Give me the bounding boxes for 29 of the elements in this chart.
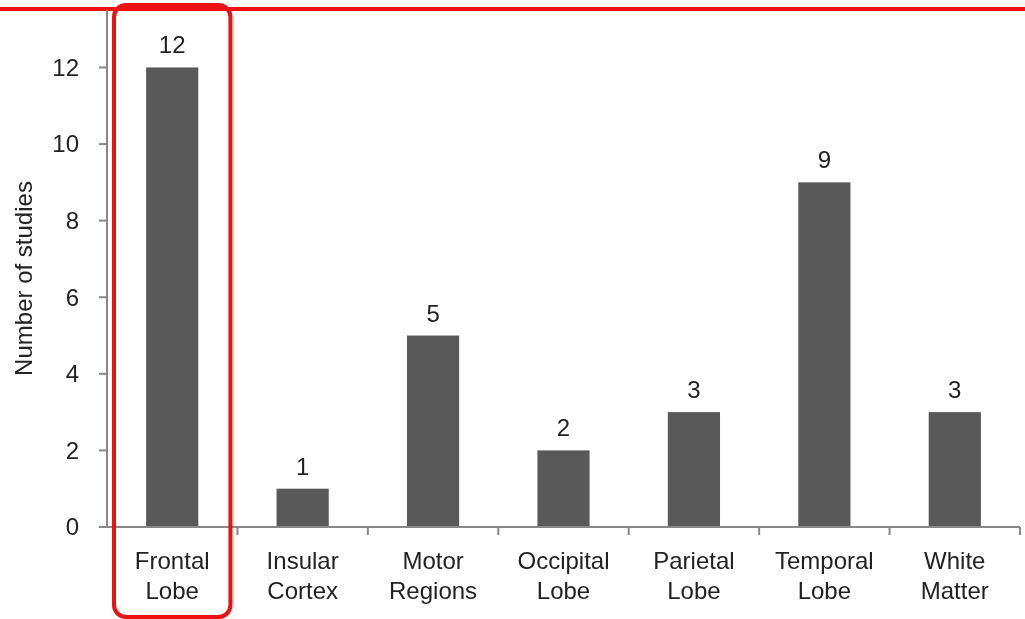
data-label: 3 (687, 376, 701, 404)
data-label: 1 (295, 452, 310, 480)
bar (146, 67, 199, 527)
bar (928, 412, 981, 527)
y-tick-label: 12 (52, 53, 79, 81)
x-tick-label: Occipital Lobe (517, 547, 610, 604)
x-tick-label: Parietal Lobe (653, 547, 735, 604)
y-tick-label: 2 (65, 436, 79, 464)
x-tick-label: Insular Cortex (266, 547, 339, 604)
data-label: 12 (158, 31, 186, 59)
x-tick-label: Temporal Lobe (775, 547, 874, 604)
y-tick-label: 0 (65, 513, 79, 541)
bar (406, 335, 460, 527)
data-label: 3 (948, 376, 962, 404)
data-label: 5 (426, 299, 440, 327)
bar (798, 182, 851, 527)
x-tick-label: Motor Regions (389, 547, 478, 604)
y-axis-title: Number of studies (10, 181, 37, 376)
y-tick-label: 10 (52, 130, 79, 158)
bar (276, 488, 329, 527)
y-tick-label: 6 (65, 283, 79, 311)
data-label: 2 (556, 414, 571, 442)
x-tick-label: White Matter (920, 547, 989, 604)
bar (537, 450, 590, 527)
x-tick-label: Frontal Lobe (134, 547, 210, 604)
data-label: 9 (817, 146, 832, 174)
bar (667, 412, 721, 527)
y-tick-label: 8 (65, 207, 79, 235)
y-tick-label: 4 (65, 360, 79, 388)
